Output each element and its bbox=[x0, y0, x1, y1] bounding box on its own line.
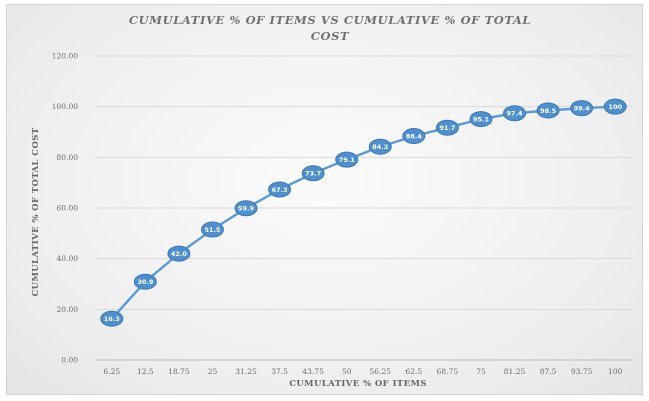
x-tick-label: 93.75 bbox=[571, 367, 593, 376]
data-point-marker bbox=[503, 105, 527, 122]
x-tick-label: 37.5 bbox=[271, 367, 288, 376]
chart-title-line-2: COST bbox=[311, 29, 350, 43]
y-tick-label: 80.00 bbox=[57, 153, 79, 162]
data-label: 30.9 bbox=[137, 278, 154, 286]
data-points: 16.3 30.9 42.0 51.5 59.9 67.3 73.7 79.1 84.2 88.4… bbox=[100, 98, 627, 327]
y-tick-label: 20.00 bbox=[57, 305, 79, 314]
data-point-marker bbox=[301, 165, 325, 182]
data-point-marker bbox=[200, 221, 224, 238]
x-tick-label: 81.25 bbox=[504, 367, 526, 376]
data-point-marker bbox=[234, 200, 258, 217]
chart-area bbox=[6, 4, 643, 395]
x-tick-label: 56.25 bbox=[370, 367, 392, 376]
x-tick-label: 25 bbox=[208, 367, 218, 376]
data-label: 97.4 bbox=[507, 110, 524, 118]
data-label: 42.0 bbox=[171, 250, 188, 258]
data-point-marker bbox=[133, 273, 157, 290]
data-point-marker bbox=[570, 100, 594, 117]
x-axis-title: CUMULATIVE % OF ITEMS bbox=[289, 379, 427, 389]
y-axis-ticks: 0.00 20.00 40.00 60.00 80.00 100.00 120.00 bbox=[52, 52, 78, 365]
x-tick-label: 87.5 bbox=[540, 367, 557, 376]
data-label: 91.7 bbox=[439, 124, 455, 132]
data-point-marker bbox=[603, 98, 627, 115]
data-point-marker bbox=[167, 245, 191, 262]
x-tick-label: 6.25 bbox=[103, 367, 120, 376]
data-label: 16.3 bbox=[104, 315, 120, 323]
y-tick-label: 40.00 bbox=[57, 254, 79, 263]
y-tick-label: 120.00 bbox=[52, 52, 78, 61]
chart-title-line-1: CUMULATIVE % OF ITEMS VS CUMULATIVE % OF… bbox=[129, 13, 531, 27]
y-axis-title: CUMULATIVE % OF TOTAL COST bbox=[31, 127, 41, 296]
data-label: 73.7 bbox=[305, 170, 321, 178]
x-tick-label: 68.75 bbox=[437, 367, 459, 376]
x-tick-label: 50 bbox=[342, 367, 352, 376]
data-label: 51.5 bbox=[204, 226, 221, 234]
data-point-marker bbox=[100, 310, 124, 327]
y-tick-label: 0.00 bbox=[61, 356, 78, 365]
x-axis-ticks: 6.25 12.5 18.75 25 31.25 37.5 43.75 50 56.25 62.5… bbox=[103, 367, 622, 376]
data-label: 59.9 bbox=[238, 205, 255, 213]
data-label: 100 bbox=[608, 103, 622, 111]
data-point-marker bbox=[335, 151, 359, 168]
data-label: 79.1 bbox=[339, 156, 356, 164]
gridlines bbox=[95, 55, 632, 361]
y-tick-label: 100.00 bbox=[52, 102, 78, 111]
x-tick-label: 100 bbox=[608, 367, 623, 376]
x-tick-label: 62.5 bbox=[405, 367, 422, 376]
data-label: 95.1 bbox=[473, 115, 490, 123]
data-point-marker bbox=[268, 181, 292, 198]
y-tick-label: 60.00 bbox=[57, 204, 79, 213]
data-label: 84.2 bbox=[372, 143, 388, 151]
data-label: 88.4 bbox=[406, 132, 423, 140]
data-point-marker bbox=[402, 128, 426, 145]
x-tick-label: 43.75 bbox=[302, 367, 324, 376]
data-point-marker bbox=[536, 102, 560, 119]
data-point-marker bbox=[469, 111, 493, 128]
data-point-marker bbox=[435, 119, 459, 136]
x-tick-label: 18.75 bbox=[168, 367, 190, 376]
x-tick-label: 31.25 bbox=[235, 367, 257, 376]
data-label: 99.4 bbox=[574, 104, 591, 112]
series-line-path bbox=[110, 105, 616, 320]
x-tick-label: 75 bbox=[476, 367, 486, 376]
data-label: 98.5 bbox=[540, 107, 557, 115]
data-label: 67.3 bbox=[272, 186, 288, 194]
x-tick-label: 12.5 bbox=[137, 367, 154, 376]
data-point-marker bbox=[368, 138, 392, 155]
series-line bbox=[110, 105, 616, 320]
